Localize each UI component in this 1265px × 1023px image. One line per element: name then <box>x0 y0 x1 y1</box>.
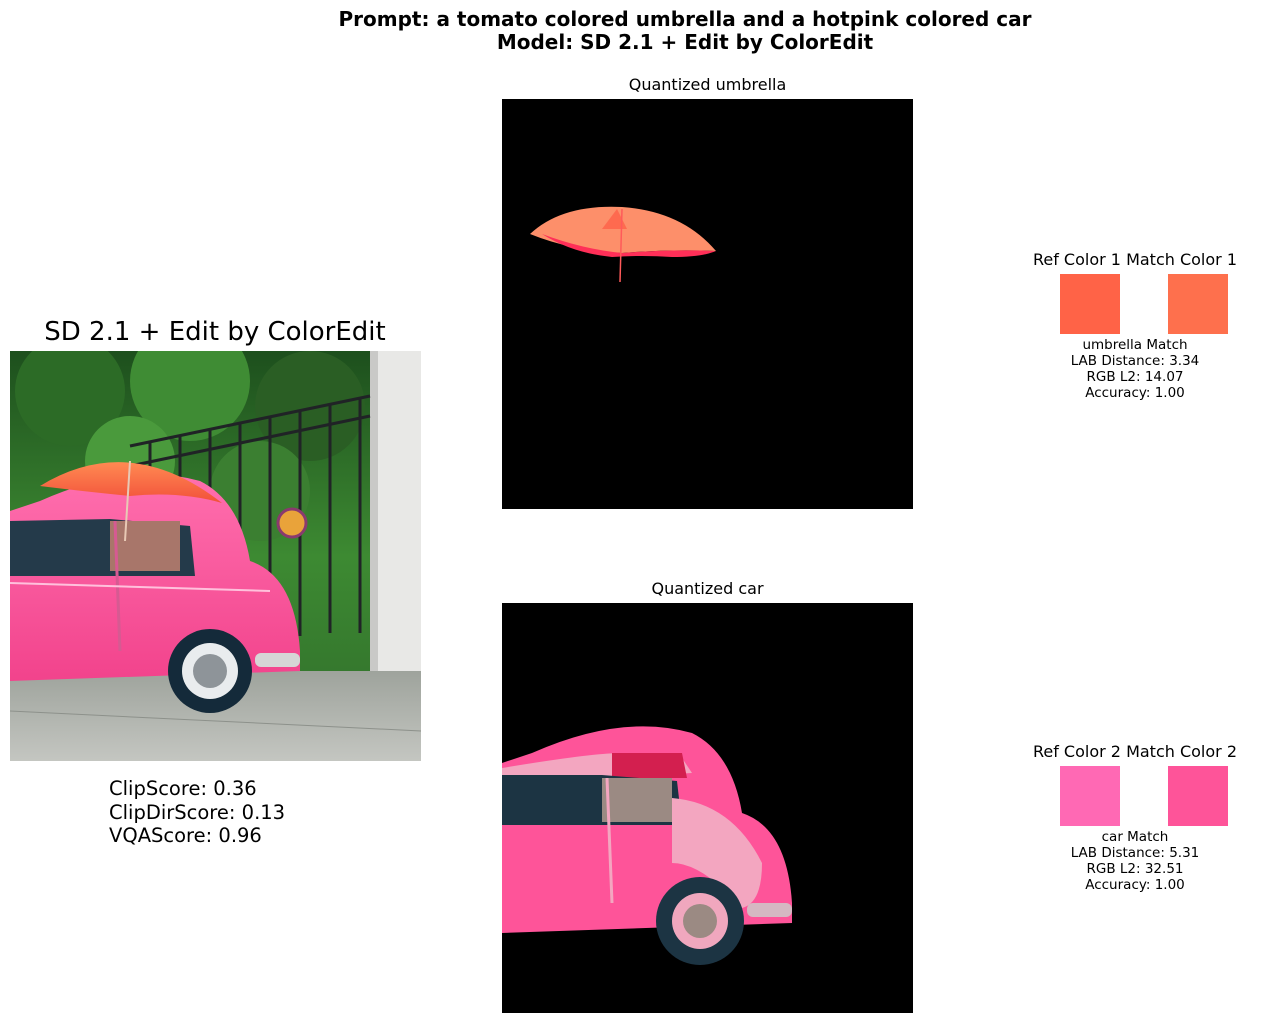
prompt-line: Prompt: a tomato colored umbrella and a … <box>338 7 1032 31</box>
rgb-l2-1: RGB L2: 14.07 <box>1086 369 1184 385</box>
match-header-2: Ref Color 2 Match Color 2 <box>1000 742 1265 762</box>
lab-distance-1: LAB Distance: 3.34 <box>1070 353 1200 369</box>
figure-title: Prompt: a tomato colored umbrella and a … <box>0 8 1265 54</box>
match-color-swatch-2 <box>1168 766 1228 826</box>
match-label-1: umbrella Match <box>1082 337 1188 353</box>
rgb-l2-2: RGB L2: 32.51 <box>1086 861 1184 877</box>
ref-color-swatch-1 <box>1060 274 1120 334</box>
ref-color-title-2: Ref Color 2 <box>1032 742 1121 761</box>
match-label-2: car Match <box>1101 829 1169 845</box>
ref-color-title-1: Ref Color 1 <box>1032 250 1121 269</box>
clip-dir-score: ClipDirScore: 0.13 <box>109 800 286 824</box>
match-metrics-2: car Match LAB Distance: 5.31 RGB L2: 32.… <box>1045 829 1225 893</box>
score-block: ClipScore: 0.36 ClipDirScore: 0.13 VQASc… <box>109 777 285 848</box>
quantized-car-image <box>502 603 913 1013</box>
lab-distance-2: LAB Distance: 5.31 <box>1070 845 1200 861</box>
car-panel-title: Quantized car <box>651 579 764 598</box>
match-color-swatch-1 <box>1168 274 1228 334</box>
vqa-score: VQAScore: 0.96 <box>109 824 262 847</box>
main-image-title: SD 2.1 + Edit by ColorEdit <box>44 317 386 347</box>
ref-color-swatch-2 <box>1060 766 1120 826</box>
accuracy-2: Accuracy: 1.00 <box>1085 877 1185 893</box>
umbrella-panel-title: Quantized umbrella <box>628 75 787 94</box>
clip-score: ClipScore: 0.36 <box>109 777 257 800</box>
match-metrics-1: umbrella Match LAB Distance: 3.34 RGB L2… <box>1045 337 1225 401</box>
match-color-title-2: Match Color 2 <box>1126 742 1238 761</box>
match-color-title-1: Match Color 1 <box>1126 250 1238 269</box>
match-header-1: Ref Color 1 Match Color 1 <box>1000 250 1265 270</box>
accuracy-1: Accuracy: 1.00 <box>1085 385 1185 401</box>
generated-image <box>10 351 421 761</box>
quantized-umbrella-image <box>502 99 913 509</box>
model-line: Model: SD 2.1 + Edit by ColorEdit <box>496 30 874 54</box>
